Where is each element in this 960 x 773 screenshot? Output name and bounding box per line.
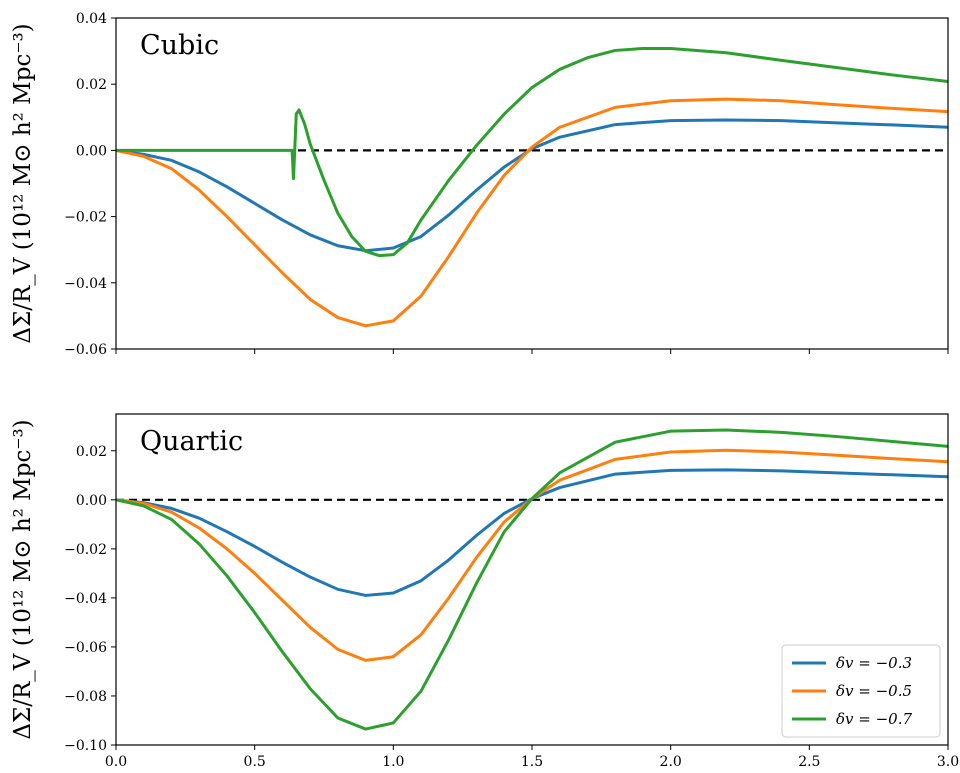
axes-frame	[115, 17, 949, 350]
y-tick-label: −0.04	[64, 276, 107, 292]
panel-label: Quartic	[140, 426, 243, 457]
panel-label: Cubic	[140, 30, 219, 61]
panel-quartic: −0.10 −0.08 −0.06 −0.04 −0.02 0.00 0.02 0.0 0.5 1…	[10, 413, 959, 770]
series-line-0	[115, 468, 949, 597]
panel-cubic: −0.06 −0.04 −0.02 0.00 0.02 0.04 Cubic ΔΣ/R_V (…	[10, 11, 949, 358]
x-tick-label: 3.0	[937, 754, 959, 770]
y-tick-label: −0.08	[64, 689, 107, 705]
y-tick-label: −0.10	[64, 738, 107, 754]
x-tick-label: 1.0	[382, 754, 404, 770]
y-tick-label: −0.02	[64, 210, 107, 226]
y-axis-label: ΔΣ/R_V (10¹² M⊙ h² Mpc⁻³)	[10, 23, 36, 343]
y-tick-label: −0.04	[64, 591, 107, 607]
x-tick-label: 0.5	[244, 754, 266, 770]
legend-box	[781, 644, 941, 738]
x-tick-label: 2.0	[660, 754, 682, 770]
y-tick-label: 0.02	[76, 444, 107, 460]
y-tick-label: −0.02	[64, 542, 107, 558]
x-tick-label: 2.5	[798, 754, 820, 770]
y-tick-label: 0.04	[76, 11, 107, 27]
series-line-1	[115, 448, 949, 662]
y-tick-label: 0.00	[76, 143, 107, 159]
x-tick-label: 1.5	[521, 754, 543, 770]
x-tick-label: 0.0	[105, 754, 127, 770]
series-line-0	[115, 118, 949, 253]
y-tick-label: 0.00	[76, 493, 107, 509]
y-tick-label: −0.06	[64, 342, 107, 358]
legend-label: δv = −0.5	[836, 682, 912, 700]
legend-label: δv = −0.7	[836, 710, 912, 728]
series-line-2	[115, 428, 949, 731]
y-axis-label: ΔΣ/R_V (10¹² M⊙ h² Mpc⁻³)	[10, 419, 36, 739]
series-line-2	[116, 46, 949, 258]
y-tick-label: 0.02	[76, 77, 107, 93]
legend: δv = −0.3 δv = −0.5 δv = −0.7	[781, 644, 941, 738]
y-tick-label: −0.06	[64, 640, 107, 656]
legend-label: δv = −0.3	[836, 654, 912, 672]
series-line-1	[115, 97, 949, 328]
